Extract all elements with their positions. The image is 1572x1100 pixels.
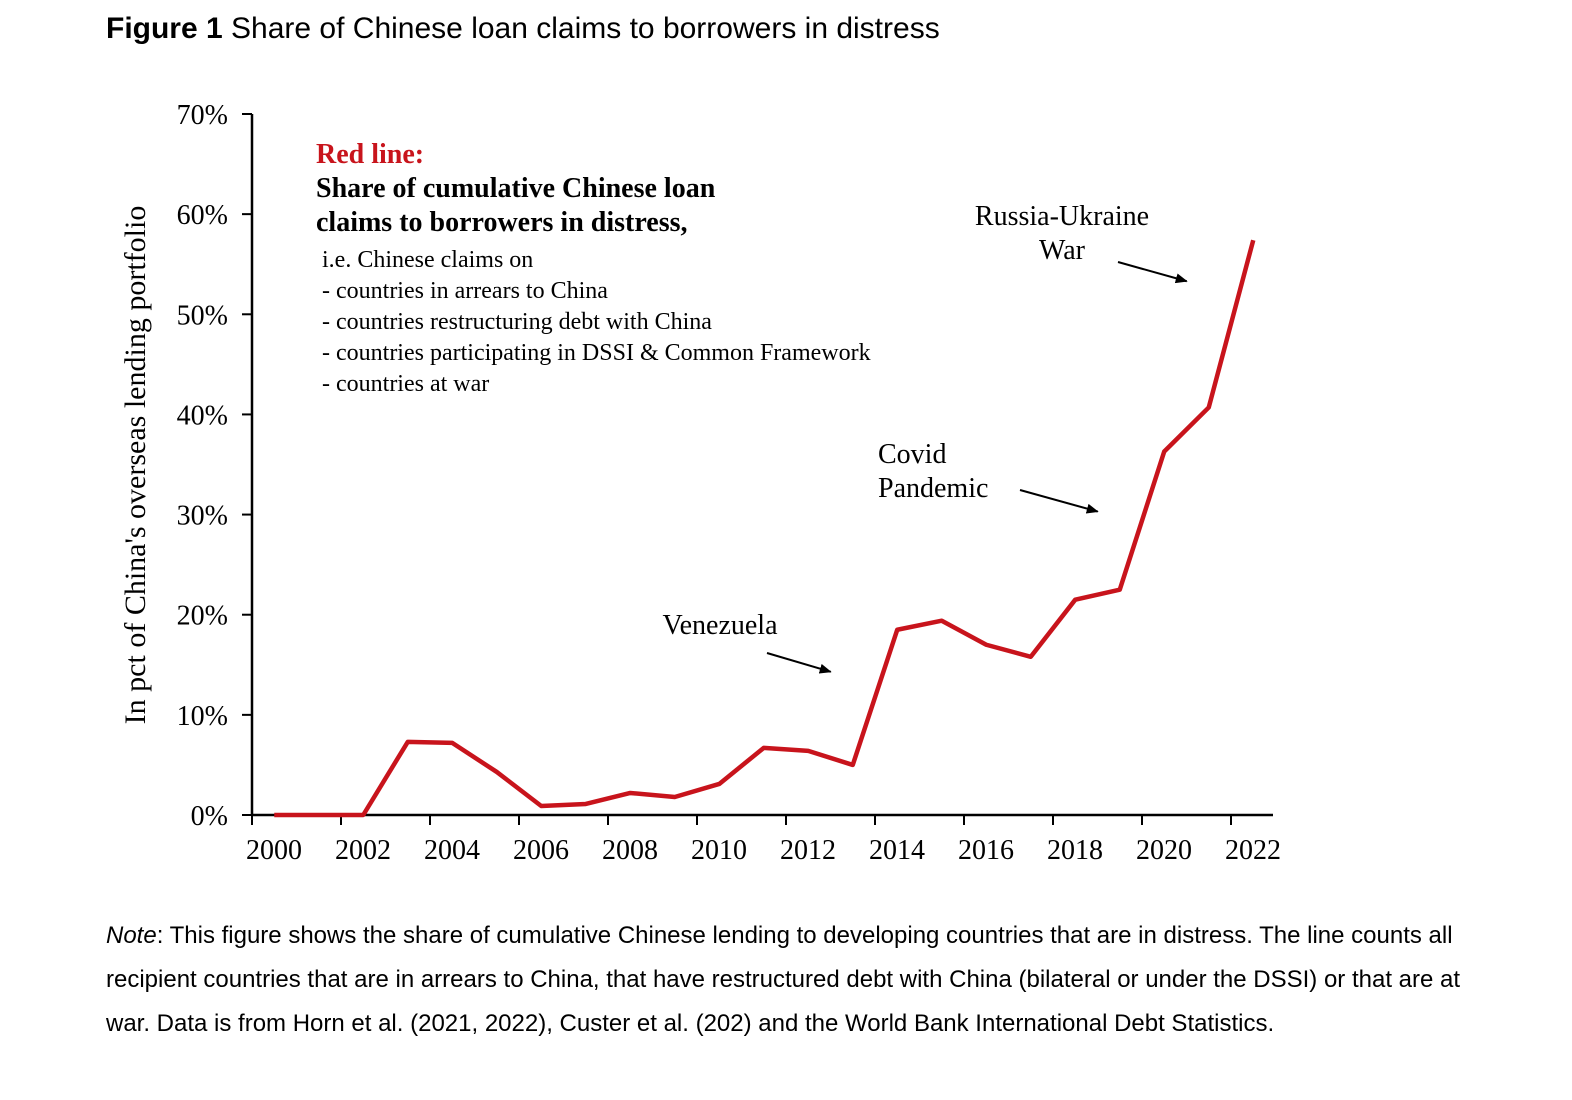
- annotation-text: Pandemic: [878, 473, 988, 504]
- figure-note: Note: This figure shows the share of cum…: [106, 914, 1506, 1046]
- legend-line: - countries in arrears to China: [322, 278, 608, 304]
- annotation-text: Venezuela: [662, 610, 778, 641]
- line-chart: 0% 10% 20% 30% 40% 50% 60% 70% 2000 2002 2004 2006…: [119, 100, 1281, 866]
- legend-heading: Red line:: [316, 139, 424, 170]
- x-tick-label: 2008: [602, 835, 658, 866]
- x-tick-label: 2006: [513, 835, 569, 866]
- x-tick-label: 2000: [246, 835, 302, 866]
- annotation-arrow: [1019, 489, 1099, 514]
- figure-number: Figure 1: [106, 12, 223, 45]
- legend-bold-line: claims to borrowers in distress,: [316, 207, 688, 238]
- x-tick-label: 2004: [424, 835, 480, 866]
- legend-line: i.e. Chinese claims on: [322, 247, 533, 273]
- annotation: Venezuela: [662, 610, 832, 674]
- figure-title-text: Share of Chinese loan claims to borrower…: [231, 12, 940, 45]
- annotation-arrow: [766, 652, 832, 674]
- note-text: : This figure shows the share of cumulat…: [106, 922, 1461, 1037]
- x-tick-label: 2012: [780, 835, 836, 866]
- annotation-text: Russia-Ukraine: [975, 201, 1149, 232]
- y-tick-label: 50%: [177, 300, 228, 331]
- x-tick-label: 2002: [335, 835, 391, 866]
- y-tick-label: 0%: [191, 801, 228, 832]
- series-line: [274, 239, 1256, 818]
- y-tick-label: 20%: [177, 601, 228, 632]
- x-tick-label: 2020: [1136, 835, 1192, 866]
- x-axis: 2000 2002 2004 2006 2008 2010 2012 2014 2016 2018…: [246, 813, 1281, 866]
- legend-line: - countries participating in DSSI & Comm…: [322, 340, 871, 366]
- y-axis: 0% 10% 20% 30% 40% 50% 60% 70%: [177, 100, 254, 832]
- legend-bold-line: Share of cumulative Chinese loan: [316, 173, 716, 204]
- note-label: Note: [106, 922, 157, 949]
- x-tick-label: 2014: [869, 835, 925, 866]
- legend-line: - countries restructuring debt with Chin…: [322, 309, 712, 335]
- legend-box: Red line:Share of cumulative Chinese loa…: [316, 139, 871, 397]
- y-tick-label: 40%: [177, 400, 228, 431]
- x-tick-label: 2022: [1225, 835, 1281, 866]
- y-tick-label: 70%: [177, 100, 228, 131]
- legend-line: - countries at war: [322, 371, 489, 397]
- annotation-arrow: [1117, 261, 1188, 284]
- series-group: [274, 239, 1256, 818]
- y-tick-label: 30%: [177, 501, 228, 532]
- y-tick-label: 10%: [177, 701, 228, 732]
- y-tick-label: 60%: [177, 200, 228, 231]
- x-tick-label: 2010: [691, 835, 747, 866]
- y-axis-label: In pct of China's overseas lending portf…: [119, 206, 152, 725]
- figure-title: Figure 1 Share of Chinese loan claims to…: [106, 12, 940, 46]
- annotation-text: War: [1039, 235, 1086, 266]
- x-tick-label: 2018: [1047, 835, 1103, 866]
- annotation-text: Covid: [878, 439, 946, 470]
- x-tick-label: 2016: [958, 835, 1014, 866]
